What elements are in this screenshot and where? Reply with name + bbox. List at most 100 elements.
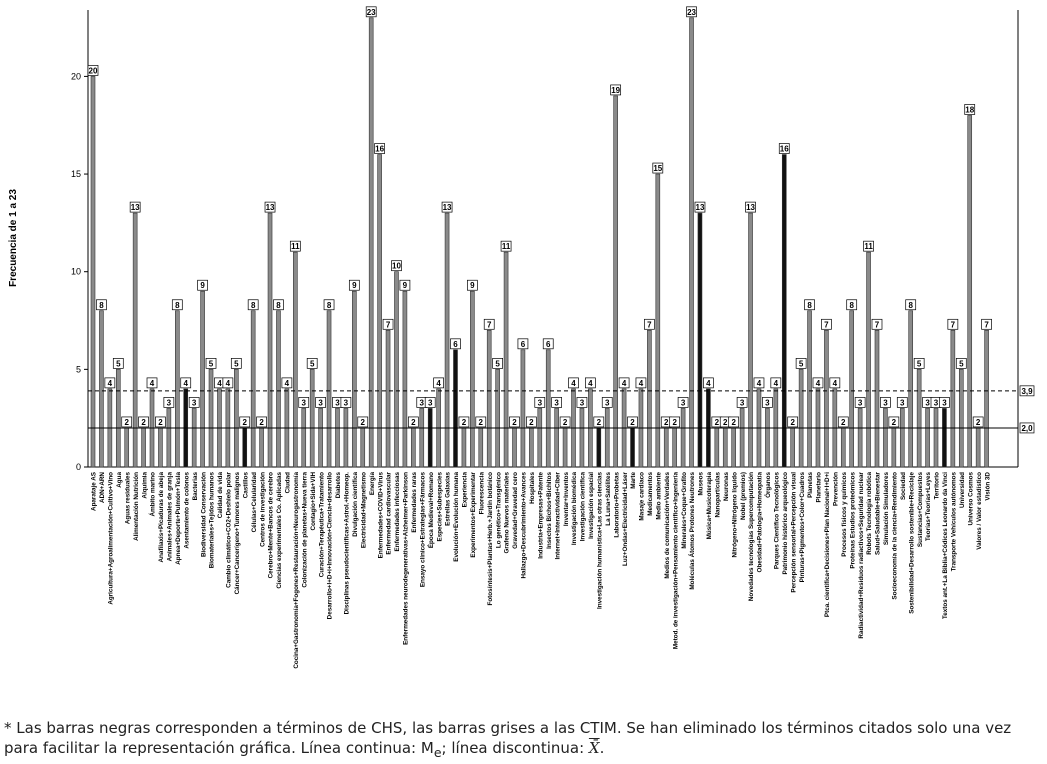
value-label-box bbox=[981, 318, 992, 330]
bar bbox=[942, 408, 947, 468]
bar bbox=[933, 408, 939, 468]
bar bbox=[486, 329, 492, 468]
bar bbox=[470, 290, 475, 468]
value-label-box bbox=[669, 416, 681, 428]
bar bbox=[714, 427, 720, 468]
value-label-box bbox=[652, 162, 664, 174]
value-label-box bbox=[703, 377, 714, 389]
value-label: 10 bbox=[392, 262, 401, 271]
value-label-box bbox=[399, 279, 411, 291]
value-label-box bbox=[568, 377, 579, 389]
value-label: 2 bbox=[563, 418, 568, 427]
bar bbox=[984, 329, 989, 468]
value-label-box bbox=[795, 358, 807, 369]
note-sub: e bbox=[433, 745, 442, 760]
footnote: * Las barras negras corresponden a térmi… bbox=[4, 718, 1044, 763]
x-tick-label: Época Medieval+Romano bbox=[426, 472, 435, 548]
bar bbox=[554, 408, 559, 468]
value-label: 2 bbox=[259, 418, 264, 427]
y-tick-label: 15 bbox=[71, 169, 81, 179]
value-label-box bbox=[601, 397, 613, 408]
x-tick-label: Planetario bbox=[816, 472, 823, 503]
bar bbox=[208, 369, 214, 468]
x-tick-label: Biodiversidad Conservación bbox=[200, 472, 207, 557]
value-label-box bbox=[896, 397, 908, 408]
x-tick-label: Cambio climático+CO2+Deshielo polar bbox=[226, 471, 233, 587]
x-tick-label: Cerebro+Mente+Bancos de cerebro bbox=[268, 472, 275, 579]
bar bbox=[950, 329, 956, 468]
x-tick-label: Universo Cosmos bbox=[967, 472, 974, 526]
x-tick-label: Electricidad+Magnetismo bbox=[360, 472, 367, 548]
value-label: 4 bbox=[622, 379, 627, 388]
value-label: 3 bbox=[192, 398, 197, 407]
y-axis-label: Frecuencia de 1 a 23 bbox=[8, 189, 19, 287]
value-label: 2 bbox=[479, 418, 484, 427]
value-label: 4 bbox=[150, 379, 155, 388]
note-text: * Las barras negras corresponden a térmi… bbox=[4, 719, 1012, 757]
bar bbox=[613, 95, 618, 468]
value-label-box bbox=[939, 397, 950, 408]
bar bbox=[520, 349, 526, 468]
reference-label: 2,0 bbox=[1021, 424, 1033, 433]
value-label-box bbox=[298, 397, 310, 408]
bar bbox=[739, 408, 745, 468]
value-label: 3 bbox=[538, 398, 543, 407]
value-label: 4 bbox=[639, 379, 644, 388]
x-tick-label: Estrellas Galaxias bbox=[445, 472, 452, 526]
value-label: 4 bbox=[571, 379, 576, 388]
value-label-box bbox=[821, 318, 832, 330]
x-tick-label: Museos bbox=[698, 472, 705, 496]
bar bbox=[478, 427, 484, 468]
value-label-box bbox=[230, 358, 242, 369]
x-tick-label: Desarrollo+I+D+i+Innovación+Ciencia+desa… bbox=[327, 472, 334, 619]
value-label: 3 bbox=[858, 398, 863, 407]
x-tick-label: Insectos Bichos+Bichitos bbox=[546, 472, 553, 549]
value-label: 13 bbox=[266, 203, 275, 212]
x-tick-label: Textos ant.+La Biblia+Códices Leonardo d… bbox=[942, 472, 949, 619]
value-label: 3 bbox=[428, 398, 433, 407]
value-label: 9 bbox=[200, 281, 205, 290]
value-label: 8 bbox=[807, 301, 812, 310]
value-label: 11 bbox=[291, 242, 300, 251]
bar bbox=[115, 369, 121, 468]
x-tick-label: Cocina+Gastronomía+Fogones+Restauración+… bbox=[293, 472, 300, 669]
note-text: . bbox=[599, 739, 605, 757]
x-tick-label: Parques Científico Tecnológicos bbox=[774, 472, 781, 570]
value-label-box bbox=[517, 338, 529, 350]
x-tick-label: Sustancias+Compuestos bbox=[917, 472, 924, 548]
x-tick-label: Minerales+Coque+Grafito bbox=[681, 472, 688, 549]
x-tick-label: Medicamentos bbox=[647, 472, 654, 516]
bar bbox=[326, 310, 332, 468]
x-tick-label: Enfermedades+COVID+Virus bbox=[377, 472, 384, 559]
value-label: 3 bbox=[335, 398, 340, 407]
value-label-box bbox=[424, 397, 436, 408]
bar bbox=[402, 290, 408, 468]
bar bbox=[377, 154, 382, 468]
value-label-box bbox=[382, 318, 394, 330]
x-tick-label: Ámbito marino bbox=[148, 472, 157, 517]
bar bbox=[191, 408, 197, 468]
value-label: 7 bbox=[647, 320, 652, 329]
value-label: 2 bbox=[892, 418, 897, 427]
bar bbox=[958, 369, 964, 468]
bar bbox=[343, 408, 349, 468]
x-tick-label: Curación+Terapéutica+Tratamiento bbox=[318, 472, 325, 577]
value-label: 2 bbox=[529, 418, 534, 427]
value-label-box bbox=[441, 201, 453, 213]
bar bbox=[824, 329, 829, 468]
value-label: 4 bbox=[757, 379, 762, 388]
bar bbox=[781, 154, 787, 468]
value-label: 2 bbox=[141, 418, 146, 427]
x-tick-label: Cáncer+Cancerígeno+Tumores malignos bbox=[234, 472, 241, 595]
value-label-box bbox=[846, 299, 858, 311]
value-label-box bbox=[559, 416, 571, 428]
bar bbox=[874, 329, 880, 468]
x-tick-label: Patrimonio histórico arqueológico bbox=[782, 472, 789, 575]
x-tick-label: Alquimia bbox=[141, 472, 148, 499]
value-label: 7 bbox=[875, 320, 880, 329]
x-tick-label: Proteínas Estudios proteómicos bbox=[849, 472, 856, 569]
x-tick-label: Agua bbox=[116, 472, 123, 488]
x-tick-label: Obesidad+Patología+Homeopatía bbox=[757, 472, 764, 573]
value-label-box bbox=[644, 318, 655, 330]
x-tick-label: Valores / Valor estadístico bbox=[976, 472, 983, 550]
